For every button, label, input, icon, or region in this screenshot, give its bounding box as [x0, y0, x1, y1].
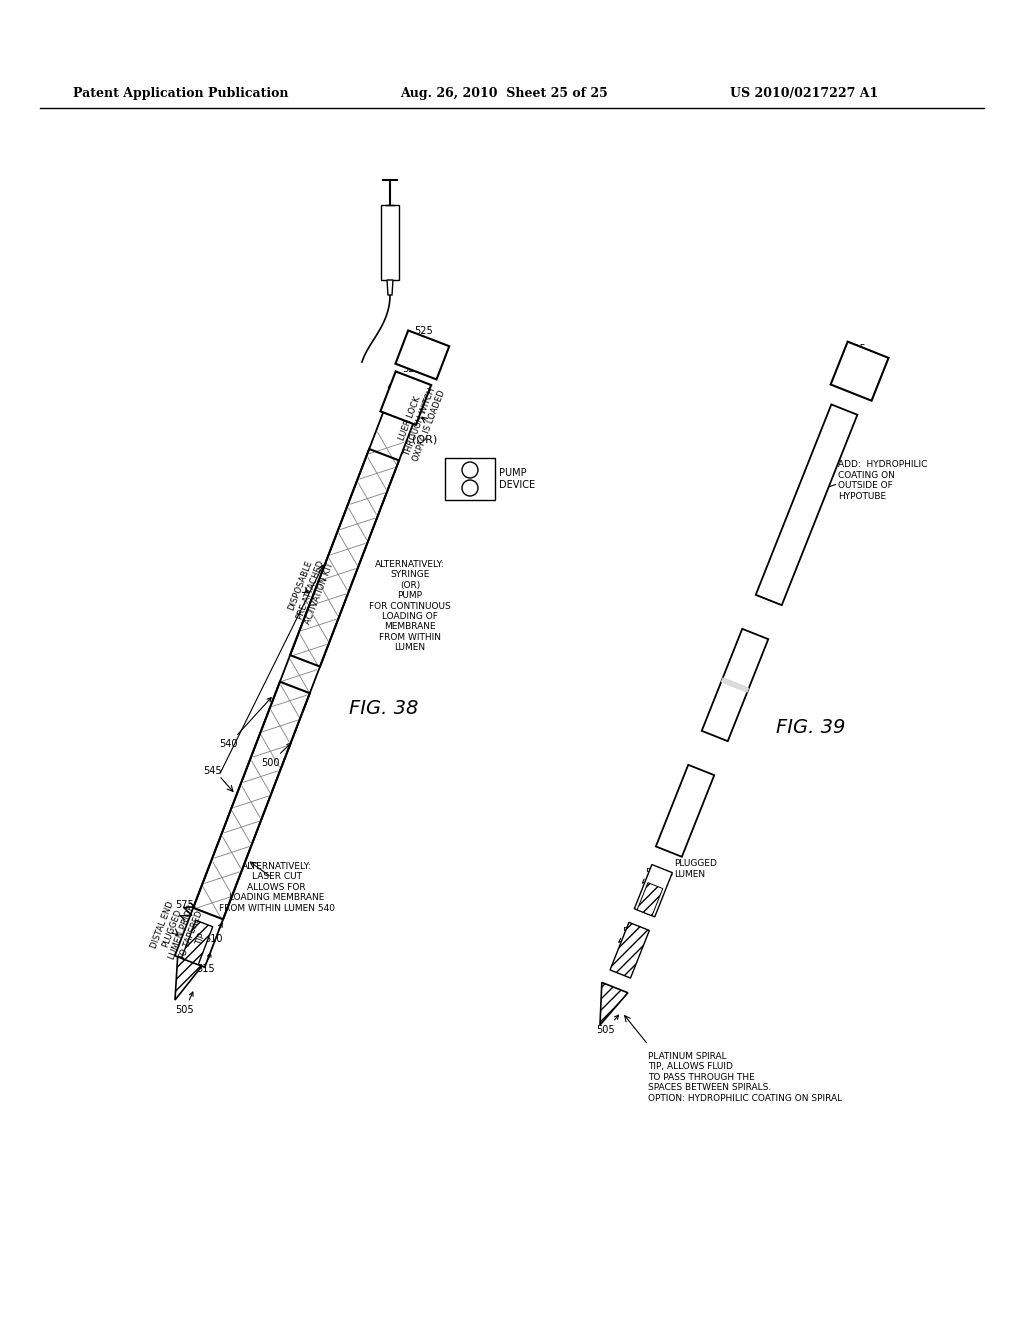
Text: 500: 500 — [721, 693, 746, 717]
Polygon shape — [637, 883, 663, 916]
Text: ALTERNATIVELY:
SYRINGE
(OR)
PUMP
FOR CONTINUOUS
LOADING OF
MEMBRANE
FROM WITHIN
: ALTERNATIVELY: SYRINGE (OR) PUMP FOR CON… — [369, 560, 451, 652]
Polygon shape — [175, 957, 202, 1001]
Text: 520: 520 — [388, 364, 421, 388]
Polygon shape — [387, 280, 393, 294]
Text: 545: 545 — [674, 785, 696, 803]
Polygon shape — [610, 923, 649, 978]
Text: FIG. 38: FIG. 38 — [349, 700, 418, 718]
Text: US 2010/0217227 A1: US 2010/0217227 A1 — [730, 87, 879, 99]
Text: 540: 540 — [618, 927, 640, 942]
Text: LUER LOCK
THROUGH WITCH
OXPFC IS LOADED: LUER LOCK THROUGH WITCH OXPFC IS LOADED — [392, 381, 446, 462]
Text: Patent Application Publication: Patent Application Publication — [73, 87, 289, 99]
Text: 525: 525 — [406, 326, 433, 345]
Polygon shape — [175, 409, 415, 968]
Polygon shape — [721, 677, 749, 692]
Polygon shape — [395, 330, 450, 379]
Text: DISTAL END
PLUGGED
LUMEN PRIOR
TO TAPERED
TIP: DISTAL END PLUGGED LUMEN PRIOR TO TAPERE… — [147, 896, 216, 968]
Polygon shape — [381, 205, 399, 280]
Text: ALTERNATIVELY:
LASER CUT
ALLOWS FOR
LOADING MEMBRANE
FROM WITHIN LUMEN 540: ALTERNATIVELY: LASER CUT ALLOWS FOR LOAD… — [218, 862, 335, 912]
Circle shape — [462, 480, 478, 496]
Text: 515: 515 — [196, 953, 215, 974]
Polygon shape — [655, 764, 715, 857]
Text: 545: 545 — [204, 766, 222, 776]
Text: PLUGGED
LUMEN: PLUGGED LUMEN — [675, 859, 718, 879]
Circle shape — [462, 462, 478, 478]
Text: 510: 510 — [205, 923, 223, 944]
Polygon shape — [830, 342, 889, 401]
FancyBboxPatch shape — [445, 458, 495, 500]
Text: 505: 505 — [596, 1015, 618, 1035]
Text: 520: 520 — [793, 513, 818, 536]
Polygon shape — [600, 982, 628, 1026]
Text: FIG. 39: FIG. 39 — [776, 718, 846, 737]
Polygon shape — [701, 628, 768, 741]
Polygon shape — [380, 371, 431, 425]
Text: PLATINUM SPIRAL
TIP, ALLOWS FLUID
TO PASS THROUGH THE
SPACES BETWEEN SPIRALS.
OP: PLATINUM SPIRAL TIP, ALLOWS FLUID TO PAS… — [648, 1052, 843, 1102]
Text: ADD:  HYDROPHILIC
COATING ON
OUTSIDE OF
HYPOTUBE: ADD: HYDROPHILIC COATING ON OUTSIDE OF H… — [839, 461, 928, 500]
Text: 515: 515 — [642, 869, 664, 883]
Text: DISPOSABLE
PRE-ATTACHED
ACTIVATION KIT: DISPOSABLE PRE-ATTACHED ACTIVATION KIT — [285, 553, 336, 626]
Text: PUMP
DEVICE: PUMP DEVICE — [499, 469, 536, 490]
Polygon shape — [756, 404, 857, 605]
Text: 505: 505 — [175, 993, 194, 1015]
Text: 575: 575 — [175, 900, 194, 911]
Text: 500: 500 — [261, 743, 291, 768]
Polygon shape — [634, 865, 673, 917]
Text: (OR): (OR) — [413, 436, 437, 445]
Text: 525: 525 — [842, 345, 866, 360]
Polygon shape — [181, 920, 213, 965]
Text: 540: 540 — [219, 698, 271, 750]
Text: Aug. 26, 2010  Sheet 25 of 25: Aug. 26, 2010 Sheet 25 of 25 — [400, 87, 608, 99]
